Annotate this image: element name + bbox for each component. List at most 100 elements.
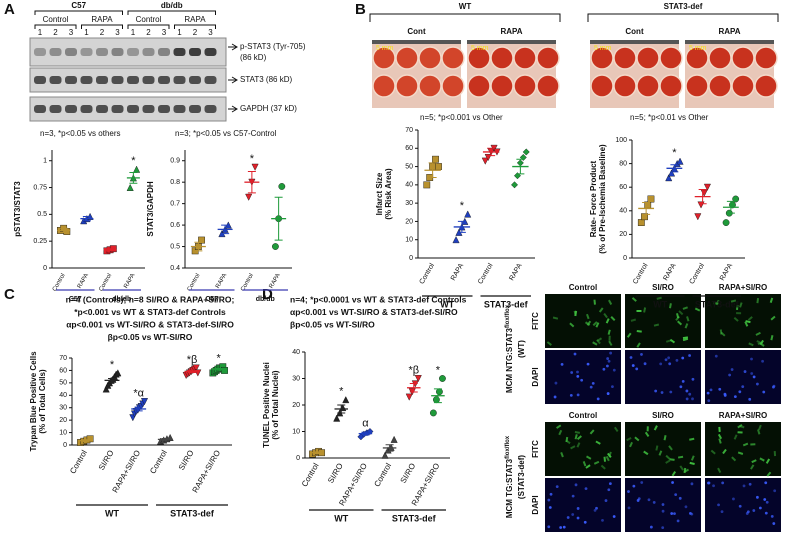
- nucleus: [609, 351, 613, 355]
- ruler: [590, 40, 679, 44]
- row-label-line: MCM NTG:STAT3: [505, 327, 514, 393]
- nucleus: [681, 379, 685, 383]
- cell: [682, 336, 689, 340]
- x-tick-label: RAPA: [508, 262, 523, 282]
- data-point: [198, 236, 205, 244]
- nucleus: [669, 390, 673, 394]
- cell: [770, 334, 774, 341]
- nucleus: [571, 513, 575, 516]
- bracket: [34, 24, 77, 29]
- cell: [669, 458, 675, 461]
- data-point: [245, 193, 253, 201]
- row-label: MCM NTG:STAT3flox/flox: [505, 304, 515, 393]
- nucleus: [555, 485, 559, 489]
- column-label: SI/RO: [652, 411, 674, 420]
- heart-slice: [467, 74, 491, 98]
- y-axis-label: pSTAT3/STAT3: [13, 181, 22, 237]
- y-tick-label: 70: [59, 355, 67, 362]
- y-tick-label: 1: [43, 158, 47, 165]
- heart-slice: [372, 74, 396, 98]
- x-tick-label: RAPA: [662, 262, 677, 282]
- cell: [694, 307, 701, 312]
- cell: [737, 423, 743, 429]
- treatment-label: RAPA: [91, 15, 113, 24]
- nucleus: [773, 489, 777, 493]
- cell: [558, 429, 563, 436]
- data-point: [694, 213, 702, 221]
- blot-band: [158, 48, 170, 56]
- heart-slice: [513, 46, 537, 70]
- blot-band: [204, 76, 217, 84]
- error-bar: [385, 444, 394, 452]
- nucleus: [627, 490, 630, 493]
- blot-band: [158, 76, 170, 84]
- y-tick-label: 30: [405, 200, 413, 207]
- blot-band: [173, 48, 186, 56]
- y-tick-label: 0.7: [170, 200, 180, 207]
- y-tick-label: 70: [405, 127, 413, 134]
- data-point: [700, 189, 708, 197]
- nucleus: [640, 353, 643, 356]
- cell: [756, 340, 762, 345]
- cell: [598, 307, 604, 313]
- nucleus: [721, 481, 725, 485]
- heart-slice: [418, 46, 442, 70]
- nucleus: [742, 484, 746, 488]
- cell: [745, 320, 751, 324]
- nucleus: [583, 520, 587, 524]
- cell: [719, 329, 723, 335]
- error-bar: [516, 158, 525, 175]
- blot-band: [65, 105, 77, 113]
- cell: [644, 431, 650, 438]
- nucleus: [762, 390, 766, 394]
- data-point: [86, 435, 94, 443]
- x-tick-label: RAPA: [450, 262, 465, 282]
- nucleus: [668, 362, 672, 366]
- x-tick-label: RAPA: [123, 273, 136, 290]
- cell: [569, 322, 575, 328]
- nucleus: [723, 393, 727, 397]
- data-point: [732, 195, 740, 203]
- channel-label: FITC: [531, 440, 540, 458]
- error-bar: [409, 383, 418, 393]
- cell: [592, 321, 598, 327]
- error-bar: [129, 172, 138, 184]
- x-tick-label: Control: [419, 262, 437, 285]
- nucleus: [707, 399, 711, 403]
- cell: [560, 451, 564, 458]
- y-tick-label: 0.9: [170, 158, 180, 165]
- cell: [676, 313, 680, 319]
- cell: [556, 424, 562, 429]
- error-bar: [337, 404, 346, 414]
- cell: [582, 461, 587, 467]
- significance-label: *: [250, 153, 255, 165]
- data-point: [126, 183, 134, 191]
- data-point: [251, 163, 259, 171]
- nucleus: [580, 378, 584, 382]
- nucleus: [707, 481, 711, 485]
- cell: [574, 434, 578, 440]
- band-label: p-STAT3 (Tyr-705): [240, 42, 306, 51]
- error-bar: [642, 202, 651, 215]
- heart-slice: [685, 74, 709, 98]
- nucleus: [752, 375, 756, 379]
- heart-slice: [441, 74, 465, 98]
- nucleus: [743, 370, 747, 373]
- group-label: STAT3-def: [392, 513, 437, 523]
- nucleus: [670, 512, 674, 515]
- y-tick-label: 10: [405, 237, 413, 244]
- ruler: [372, 40, 461, 44]
- cell: [730, 299, 737, 303]
- error-bar: [82, 216, 91, 222]
- nucleus: [675, 359, 679, 362]
- scale-label: 5 mm: [376, 45, 394, 52]
- cell: [718, 426, 721, 432]
- significance-label: *: [217, 353, 222, 365]
- nucleus: [763, 498, 767, 501]
- chart-subtitle: n=3; *p<0.05 vs C57-Control: [175, 129, 277, 138]
- heart-slice: [395, 74, 419, 98]
- group-label: WT: [440, 299, 454, 309]
- cell: [739, 302, 743, 308]
- group-label: WT: [459, 2, 472, 11]
